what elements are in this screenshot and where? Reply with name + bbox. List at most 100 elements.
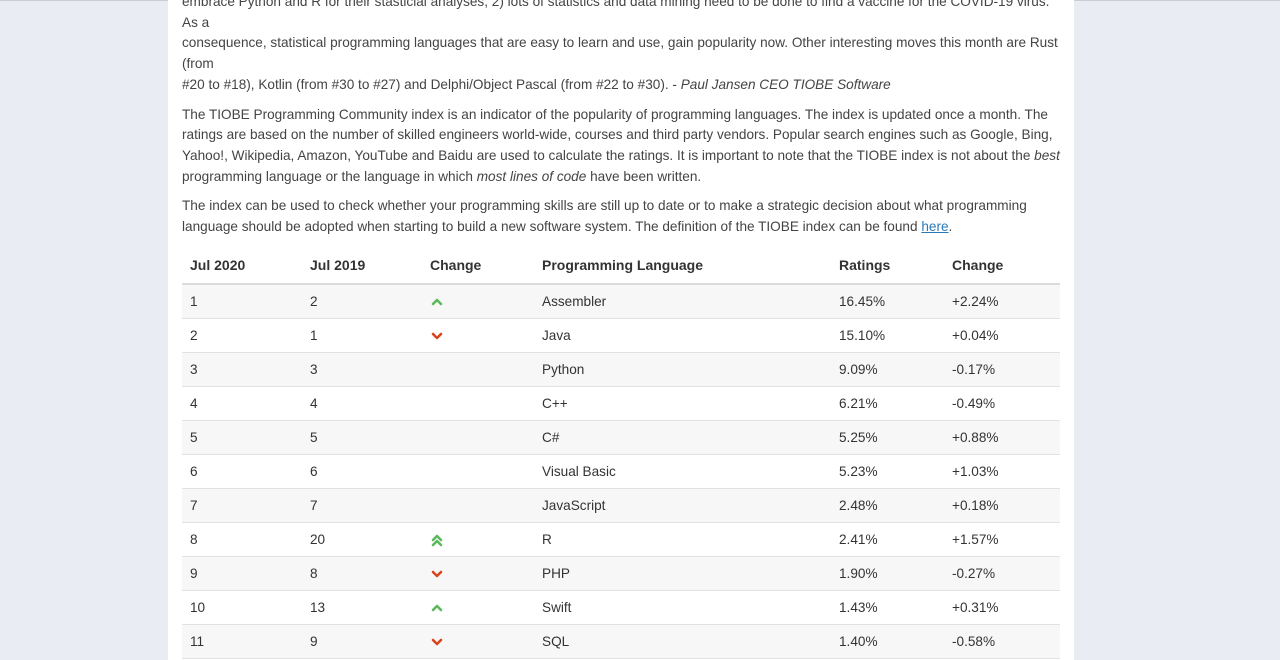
language-name-cell: Swift	[534, 590, 831, 625]
rating-cell: 6.21%	[831, 386, 944, 421]
intro-paragraph-2: The TIOBE Programming Community index is…	[182, 105, 1060, 188]
rating-cell: 1.90%	[831, 556, 944, 591]
trend-cell	[422, 488, 534, 523]
rank-2020-cell: 10	[182, 590, 302, 625]
rank-2019-cell: 8	[302, 556, 422, 591]
rating-change-cell: +0.31%	[944, 590, 1060, 625]
rating-change-cell: -0.27%	[944, 556, 1060, 591]
rank-2020-cell: 6	[182, 454, 302, 489]
rank-2019-cell: 13	[302, 590, 422, 625]
language-name-cell: Python	[534, 352, 831, 387]
no-change	[430, 397, 444, 411]
rank-2019-cell: 16	[302, 658, 422, 660]
double-chevron-up-icon	[430, 533, 444, 547]
rating-cell: 5.23%	[831, 454, 944, 489]
trend-cell	[422, 624, 534, 659]
p2-text-b: programming language or the language in …	[182, 168, 477, 184]
p2-em-lines-of-code: most lines of code	[476, 168, 587, 184]
rank-2019-cell: 1	[302, 318, 422, 353]
intro-paragraph-3: The index can be used to check whether y…	[182, 196, 1060, 237]
table-row: 4 4 C++ 6.21% -0.49%	[182, 386, 1060, 421]
p2-text-c: have been written.	[586, 168, 702, 184]
table-row: 9 8 PHP 1.90% -0.27%	[182, 556, 1060, 591]
header-ratings: Ratings	[831, 246, 944, 285]
rating-change-cell: -0.49%	[944, 386, 1060, 421]
header-jul2020: Jul 2020	[182, 246, 302, 285]
header-change-percent: Change	[944, 246, 1060, 285]
rank-2019-cell: 7	[302, 488, 422, 523]
rating-cell: 15.10%	[831, 318, 944, 353]
trend-cell	[422, 318, 534, 353]
rating-change-cell: +0.88%	[944, 420, 1060, 455]
header-language: Programming Language	[534, 246, 831, 285]
p3-text: The index can be used to check whether y…	[182, 198, 1027, 235]
rating-cell: 5.25%	[831, 420, 944, 455]
rating-cell: 1.21%	[831, 658, 944, 660]
intro-p1-line2: consequence, statistical programming lan…	[182, 35, 1058, 72]
trend-cell	[422, 590, 534, 625]
chevron-down-icon	[430, 329, 444, 343]
no-change	[430, 363, 444, 377]
language-name-cell: Visual Basic	[534, 454, 831, 489]
tiobe-index-table: Jul 2020 Jul 2019 Change Programming Lan…	[182, 246, 1060, 660]
table-row: 3 3 Python 9.09% -0.17%	[182, 352, 1060, 387]
rank-2020-cell: 9	[182, 556, 302, 591]
rating-cell: 1.40%	[831, 624, 944, 659]
intro-p1-line1: embrace Python and R for their stasticia…	[182, 0, 1050, 30]
rating-change-cell: +0.19%	[944, 658, 1060, 660]
trend-cell	[422, 556, 534, 591]
table-row: 11 9 SQL 1.40% -0.58%	[182, 624, 1060, 659]
header-change: Change	[422, 246, 534, 285]
no-change	[430, 465, 444, 479]
table-row: 2 1 Java 15.10% +0.04%	[182, 318, 1060, 353]
language-name-cell: R	[534, 522, 831, 557]
rank-2020-cell: 1	[182, 283, 302, 319]
trend-cell	[422, 352, 534, 387]
chevron-up-icon	[430, 295, 444, 309]
rating-cell: 2.48%	[831, 488, 944, 523]
language-name-cell: Go	[534, 658, 831, 660]
language-name-cell: Assembler	[534, 283, 831, 319]
no-change	[430, 431, 444, 445]
language-name-cell: C#	[534, 420, 831, 455]
chevron-down-icon	[430, 635, 444, 649]
rank-2020-cell: 5	[182, 420, 302, 455]
author-signature: Paul Jansen CEO TIOBE Software	[680, 76, 891, 92]
trend-cell	[422, 283, 534, 319]
definition-link[interactable]: here	[921, 219, 949, 235]
rank-2019-cell: 2	[302, 283, 422, 319]
intro-paragraph-1: embrace Python and R for their stasticia…	[182, 0, 1060, 96]
intro-p1-line3: #20 to #18), Kotlin (from #30 to #27) an…	[182, 76, 681, 92]
table-row: 8 20 R 2.41% +1.57%	[182, 522, 1060, 557]
p2-text-a: The TIOBE Programming Community index is…	[182, 106, 1053, 163]
rank-2019-cell: 4	[302, 386, 422, 421]
rating-change-cell: +0.18%	[944, 488, 1060, 523]
rating-change-cell: +1.03%	[944, 454, 1060, 489]
rank-2019-cell: 6	[302, 454, 422, 489]
rank-2019-cell: 3	[302, 352, 422, 387]
table-body: 1 2 Assembler 16.45% +2.24% 2 1 Java 15.10% +0.04…	[182, 283, 1060, 660]
rating-cell: 2.41%	[831, 522, 944, 557]
trend-cell	[422, 386, 534, 421]
language-name-cell: JavaScript	[534, 488, 831, 523]
no-change	[430, 499, 444, 513]
header-jul2019: Jul 2019	[302, 246, 422, 285]
table-row: 10 13 Swift 1.43% +0.31%	[182, 590, 1060, 625]
rank-2020-cell: 4	[182, 386, 302, 421]
rank-2020-cell: 2	[182, 318, 302, 353]
rating-cell: 16.45%	[831, 283, 944, 319]
trend-cell	[422, 420, 534, 455]
rank-2019-cell: 20	[302, 522, 422, 557]
language-name-cell: SQL	[534, 624, 831, 659]
rating-change-cell: +2.24%	[944, 283, 1060, 319]
rating-change-cell: -0.58%	[944, 624, 1060, 659]
rating-cell: 9.09%	[831, 352, 944, 387]
article-content: embrace Python and R for their stasticia…	[182, 0, 1060, 660]
rank-2020-cell: 7	[182, 488, 302, 523]
trend-cell	[422, 454, 534, 489]
rank-2020-cell: 12	[182, 658, 302, 660]
table-header-row: Jul 2020 Jul 2019 Change Programming Lan…	[182, 246, 1060, 285]
language-name-cell: PHP	[534, 556, 831, 591]
chevron-down-icon	[430, 567, 444, 581]
rank-2020-cell: 8	[182, 522, 302, 557]
